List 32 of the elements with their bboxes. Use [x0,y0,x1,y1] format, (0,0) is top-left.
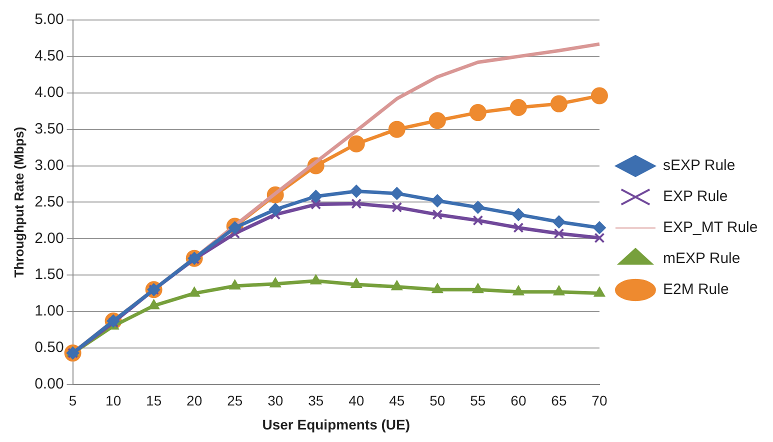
y-tick-label: 0.00 [34,376,64,393]
x-tick-label: 55 [470,392,486,409]
x-tick-label: 30 [268,392,284,409]
y-tick-label: 4.00 [34,84,64,102]
x-tick-label: 50 [430,392,446,409]
x-tick-label: 60 [510,392,526,409]
legend-label: EXP Rule [662,188,728,206]
y-tick-label: 1.50 [34,266,64,284]
y-tick-label: 2.00 [34,230,64,247]
x-tick-label: 10 [106,392,122,409]
y-axis-title: Throughput Rate (Mbps) [11,126,26,278]
x-tick-label: 20 [186,392,202,409]
x-tick-label: 35 [308,392,324,409]
y-tick-label: 3.00 [34,156,64,174]
y-tick-label: 5.00 [34,11,64,28]
x-tick-label: 15 [146,392,162,409]
y-tick-label: 3.50 [34,120,64,138]
legend-label: EXP_MT Rule [662,219,758,236]
legend-label: E2M Rule [662,281,729,298]
y-tick-label: 2.50 [34,193,64,210]
y-tick-label: 4.50 [34,48,64,65]
y-tick-label: 0.50 [34,339,64,356]
y-tick-label: 1.00 [34,302,64,320]
x-tick-label: 5 [68,392,77,409]
x-tick-label: 65 [551,392,567,409]
x-tick-label: 45 [389,392,405,409]
x-axis-title: User Equipments (UE) [262,416,410,432]
legend-label: mEXP Rule [662,250,740,268]
x-tick-label: 70 [592,392,608,409]
x-tick-label: 40 [348,392,364,409]
legend-label: sEXP Rule [662,157,736,174]
x-tick-label: 25 [227,392,243,409]
